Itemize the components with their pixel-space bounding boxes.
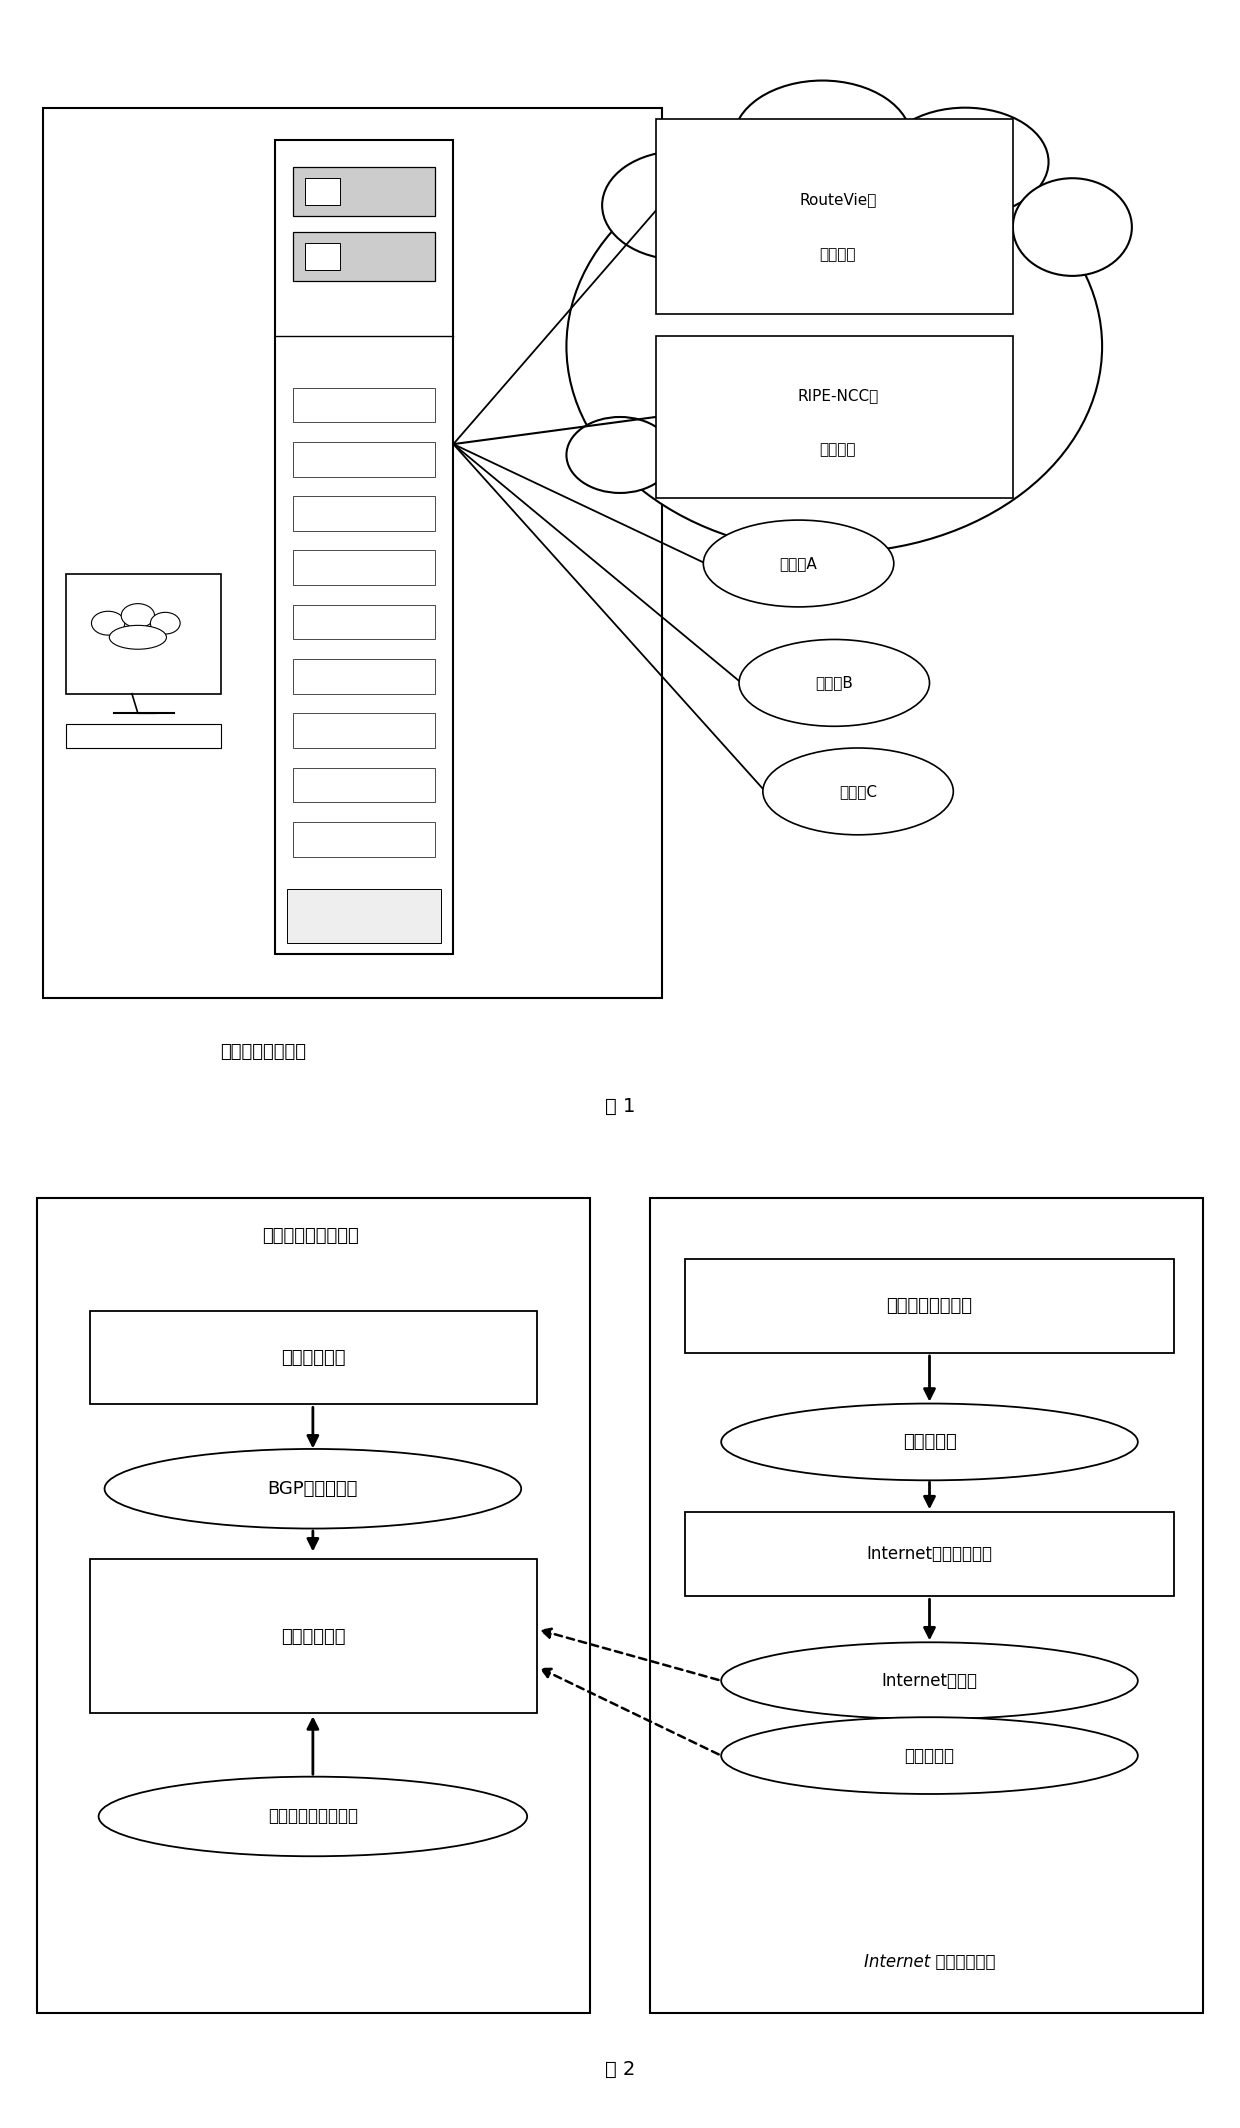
Text: 监测点B: 监测点B (816, 675, 853, 689)
Ellipse shape (567, 417, 673, 494)
Text: 路由数据库: 路由数据库 (903, 1432, 956, 1451)
Ellipse shape (703, 519, 894, 606)
Bar (37, 1198, 590, 2013)
Text: Internet模型生成模块: Internet模型生成模块 (867, 1545, 992, 1564)
Ellipse shape (1013, 179, 1132, 277)
Ellipse shape (567, 140, 1102, 553)
Bar (286, 890, 441, 943)
Bar (42, 109, 662, 998)
Ellipse shape (722, 1404, 1138, 1481)
Text: Internet模型库: Internet模型库 (882, 1673, 977, 1690)
Ellipse shape (92, 611, 125, 634)
Bar (656, 119, 1013, 313)
Bar (293, 660, 435, 694)
Bar (293, 387, 435, 421)
Text: 图 2: 图 2 (605, 2060, 635, 2079)
Ellipse shape (882, 109, 1049, 217)
Ellipse shape (733, 81, 911, 200)
Ellipse shape (722, 1643, 1138, 1719)
Bar (275, 140, 454, 953)
Bar (686, 1513, 1173, 1596)
Ellipse shape (739, 638, 930, 726)
Ellipse shape (109, 626, 166, 649)
Bar (293, 604, 435, 638)
Bar (67, 575, 221, 694)
Text: 被监测网络路由信息: 被监测网络路由信息 (268, 1807, 358, 1826)
Bar (91, 1311, 537, 1404)
Text: RouteVie路: RouteVie路 (799, 192, 877, 206)
Text: 异常检测模块: 异常检测模块 (280, 1628, 345, 1645)
Ellipse shape (763, 749, 954, 834)
Bar (293, 713, 435, 749)
Ellipse shape (150, 613, 180, 634)
Ellipse shape (99, 1777, 527, 1856)
Text: 路由数据采集模块: 路由数据采集模块 (887, 1298, 972, 1315)
Text: 由服务器: 由服务器 (820, 443, 856, 458)
Text: 异常报告模块: 异常报告模块 (280, 1349, 345, 1366)
Ellipse shape (603, 151, 756, 260)
Text: RIPE-NCC路: RIPE-NCC路 (797, 387, 878, 402)
Bar (67, 724, 221, 749)
Bar (293, 551, 435, 585)
Bar (91, 1560, 537, 1713)
Bar (293, 168, 435, 217)
Ellipse shape (122, 604, 155, 628)
Text: 路由异常检测系统: 路由异常检测系统 (219, 1043, 306, 1062)
Text: 监测点A: 监测点A (780, 555, 817, 570)
Text: Internet 模型构造部分: Internet 模型构造部分 (864, 1954, 996, 1971)
Bar (650, 1198, 1203, 2013)
Ellipse shape (104, 1449, 521, 1528)
Text: 异常检测与报告部分: 异常检测与报告部分 (262, 1228, 358, 1245)
Bar (305, 243, 340, 270)
Bar (293, 496, 435, 532)
Text: 图 1: 图 1 (605, 1096, 635, 1115)
Bar (656, 336, 1013, 498)
Bar (293, 232, 435, 281)
Bar (305, 179, 340, 206)
Ellipse shape (722, 1717, 1138, 1794)
Text: 监测点C: 监测点C (839, 783, 877, 798)
Bar (686, 1260, 1173, 1353)
Text: 基本信息库: 基本信息库 (904, 1747, 955, 1764)
Bar (293, 821, 435, 858)
Text: BGP异常数据库: BGP异常数据库 (268, 1479, 358, 1498)
Bar (293, 768, 435, 802)
Bar (293, 443, 435, 477)
Text: 由服务器: 由服务器 (820, 247, 856, 262)
